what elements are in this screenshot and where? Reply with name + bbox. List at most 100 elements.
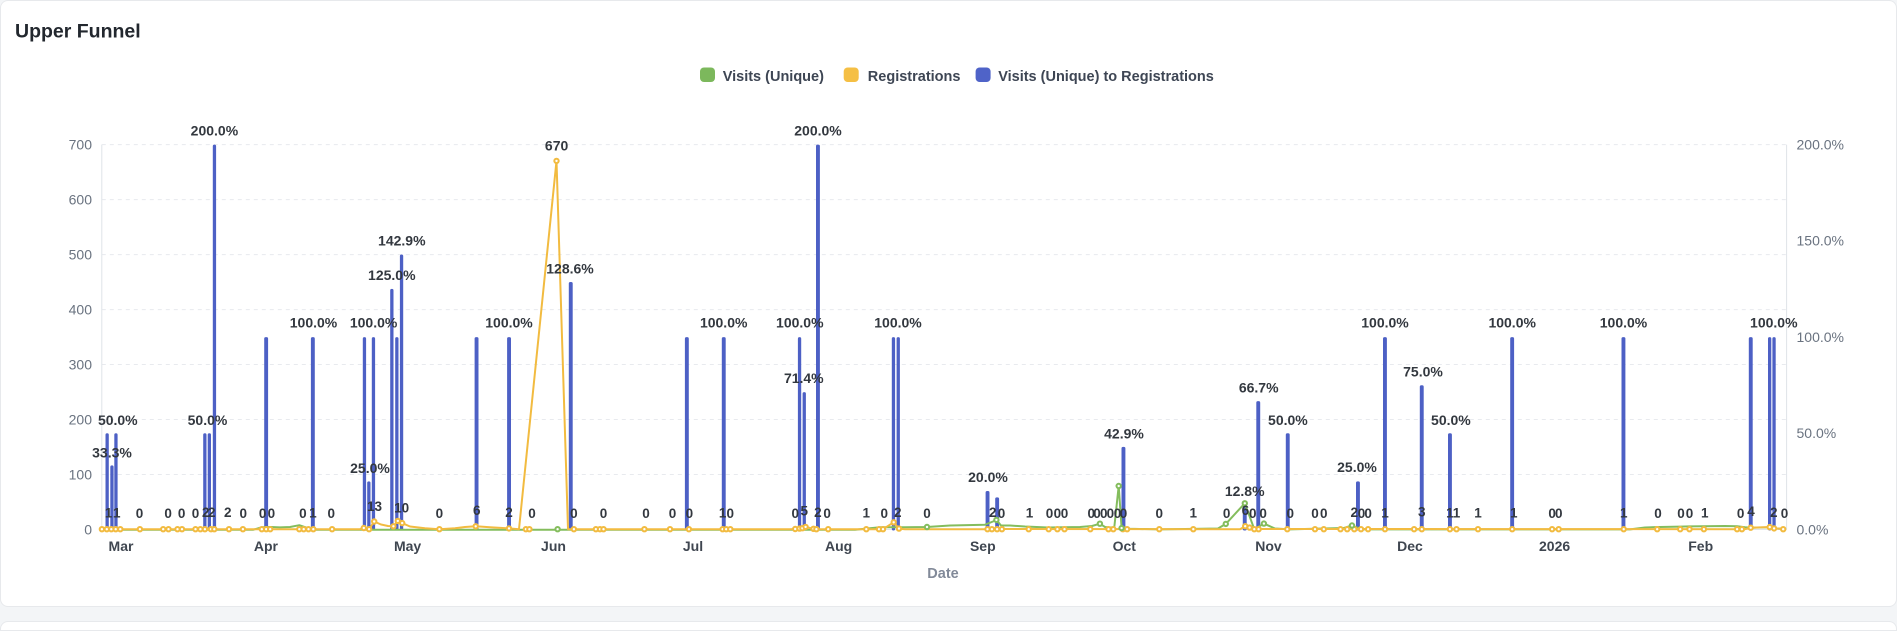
svg-text:Jul: Jul (683, 538, 703, 554)
svg-text:2: 2 (224, 505, 232, 520)
svg-text:0: 0 (259, 506, 267, 521)
svg-text:75.0%: 75.0% (1403, 364, 1443, 380)
svg-text:6: 6 (473, 503, 481, 518)
svg-text:4: 4 (1747, 504, 1755, 519)
svg-text:100.0%: 100.0% (874, 315, 922, 331)
svg-text:1: 1 (863, 506, 871, 521)
svg-text:0: 0 (1223, 506, 1231, 521)
svg-text:0: 0 (136, 506, 144, 521)
svg-text:1: 1 (1026, 506, 1034, 521)
svg-text:0: 0 (1677, 506, 1685, 521)
svg-text:150.0%: 150.0% (1797, 233, 1844, 249)
svg-text:400: 400 (69, 301, 93, 317)
svg-text:0: 0 (880, 506, 888, 521)
svg-text:300: 300 (69, 356, 93, 372)
svg-text:1: 1 (1446, 506, 1454, 521)
svg-text:0: 0 (1311, 506, 1319, 521)
svg-text:3: 3 (1418, 505, 1426, 520)
svg-text:Oct: Oct (1113, 538, 1137, 554)
svg-text:0: 0 (328, 506, 336, 521)
svg-text:100.0%: 100.0% (776, 315, 824, 331)
svg-text:0: 0 (791, 506, 799, 521)
svg-text:0: 0 (1286, 506, 1294, 521)
svg-text:0: 0 (1737, 506, 1745, 521)
svg-text:0: 0 (1107, 506, 1115, 521)
svg-text:Nov: Nov (1255, 538, 1282, 554)
svg-text:500: 500 (69, 246, 93, 262)
svg-text:0: 0 (436, 506, 444, 521)
svg-text:0: 0 (268, 506, 276, 521)
svg-text:13: 13 (367, 499, 383, 514)
svg-text:0: 0 (178, 506, 186, 521)
svg-text:200.0%: 200.0% (191, 123, 239, 139)
svg-text:0: 0 (686, 506, 694, 521)
svg-text:71.4%: 71.4% (784, 370, 824, 386)
svg-text:2: 2 (202, 505, 210, 520)
svg-text:0.0%: 0.0% (1797, 521, 1829, 537)
svg-text:50.0%: 50.0% (98, 412, 138, 428)
svg-text:0: 0 (1088, 506, 1096, 521)
svg-text:0: 0 (823, 506, 831, 521)
svg-text:128.6%: 128.6% (546, 260, 594, 276)
svg-text:50.0%: 50.0% (188, 412, 228, 428)
svg-text:0: 0 (1114, 506, 1122, 521)
svg-text:0: 0 (1548, 506, 1556, 521)
svg-text:100.0%: 100.0% (1797, 329, 1844, 345)
svg-text:2: 2 (1770, 505, 1778, 520)
svg-text:0: 0 (528, 506, 536, 521)
svg-text:50.0%: 50.0% (1268, 412, 1308, 428)
svg-text:200.0%: 200.0% (794, 123, 842, 139)
svg-text:Feb: Feb (1688, 538, 1713, 554)
svg-text:1: 1 (1453, 506, 1461, 521)
svg-text:Jun: Jun (541, 538, 566, 554)
svg-text:0: 0 (998, 506, 1006, 521)
svg-text:142.9%: 142.9% (378, 232, 426, 248)
svg-text:50.0%: 50.0% (1797, 425, 1837, 441)
svg-text:2: 2 (814, 505, 822, 520)
svg-text:125.0%: 125.0% (368, 267, 416, 283)
svg-text:0: 0 (1100, 506, 1108, 521)
svg-text:100.0%: 100.0% (485, 315, 533, 331)
svg-text:0: 0 (923, 506, 931, 521)
svg-text:2: 2 (989, 505, 997, 520)
svg-text:0: 0 (1259, 506, 1267, 521)
svg-text:May: May (394, 538, 421, 554)
svg-text:2026: 2026 (1539, 538, 1570, 554)
svg-text:0: 0 (1686, 506, 1694, 521)
svg-text:Sep: Sep (970, 538, 996, 554)
svg-text:1: 1 (1381, 506, 1389, 521)
svg-text:100.0%: 100.0% (1750, 315, 1798, 331)
svg-text:0: 0 (642, 506, 650, 521)
svg-text:50.0%: 50.0% (1431, 412, 1471, 428)
svg-text:0: 0 (1555, 506, 1563, 521)
svg-text:0: 0 (299, 506, 307, 521)
svg-text:100: 100 (69, 466, 93, 482)
svg-text:Visits (Unique) to Registratio: Visits (Unique) to Registrations (998, 69, 1214, 85)
svg-text:1: 1 (1510, 506, 1518, 521)
svg-text:Registrations: Registrations (868, 69, 961, 85)
svg-text:0: 0 (727, 506, 735, 521)
svg-text:0: 0 (1358, 506, 1366, 521)
svg-text:6: 6 (1242, 503, 1250, 518)
svg-text:0: 0 (1156, 506, 1164, 521)
svg-text:Date: Date (927, 566, 958, 582)
svg-text:0: 0 (1054, 506, 1062, 521)
svg-text:10: 10 (394, 501, 409, 516)
svg-text:1: 1 (1701, 506, 1709, 521)
svg-text:2: 2 (1351, 505, 1359, 520)
svg-text:Dec: Dec (1397, 538, 1423, 554)
svg-text:66.7%: 66.7% (1239, 380, 1279, 396)
svg-text:2: 2 (505, 505, 513, 520)
svg-text:2: 2 (894, 505, 902, 520)
svg-text:0: 0 (1046, 506, 1054, 521)
svg-text:0: 0 (600, 506, 608, 521)
svg-text:100.0%: 100.0% (350, 315, 398, 331)
svg-text:Apr: Apr (254, 538, 279, 554)
svg-text:0: 0 (1120, 506, 1128, 521)
svg-text:0: 0 (84, 521, 92, 537)
svg-text:33.3%: 33.3% (92, 444, 132, 460)
svg-text:42.9%: 42.9% (1104, 425, 1144, 441)
svg-text:200: 200 (69, 411, 93, 427)
svg-text:5: 5 (801, 504, 809, 519)
svg-text:Aug: Aug (825, 538, 852, 554)
